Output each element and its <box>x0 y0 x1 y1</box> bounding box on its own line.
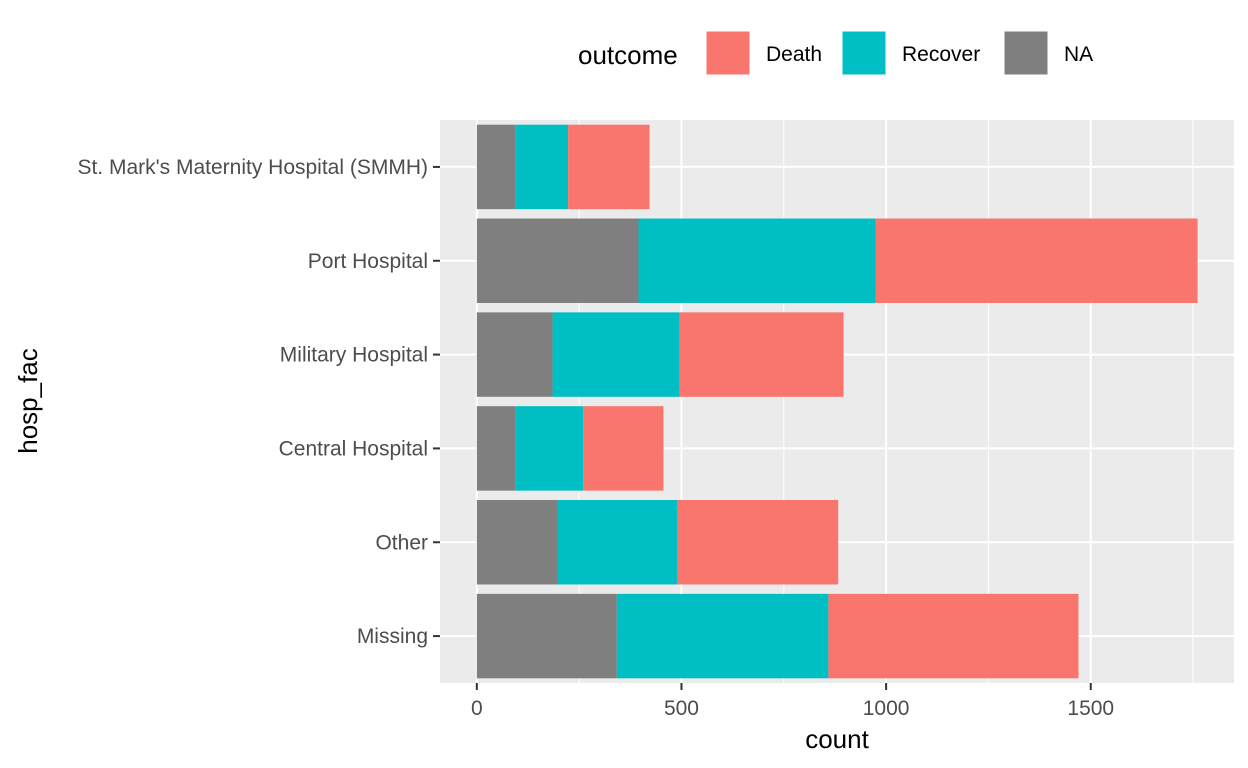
bar-death-military-hospital <box>679 312 844 397</box>
bar-na-missing <box>476 593 617 679</box>
legend-label-death: Death <box>766 43 822 66</box>
x-tick-label: 1500 <box>1067 697 1114 720</box>
bar-recover-st-mark-s-maternity-hospital-smmh <box>515 124 569 210</box>
bar-death-port-hospital <box>875 218 1198 303</box>
x-axis-title: count <box>805 724 869 754</box>
bar-na-military-hospital <box>476 312 553 397</box>
legend: outcome Death Recover NA <box>578 30 1093 76</box>
y-tick-label: St. Mark's Maternity Hospital (SMMH) <box>77 156 428 179</box>
bars <box>476 124 1198 679</box>
y-tick-label: Military Hospital <box>280 344 428 367</box>
legend-key-na <box>1003 30 1049 76</box>
y-tick-label: Other <box>375 531 428 554</box>
bar-recover-central-hospital <box>515 406 584 491</box>
y-tick-label: Central Hospital <box>279 437 428 460</box>
y-tick-label: Missing <box>357 625 428 648</box>
bar-death-st-mark-s-maternity-hospital-smmh <box>568 124 650 210</box>
bar-recover-missing <box>616 593 829 679</box>
plot-panel <box>440 120 1234 683</box>
bar-na-central-hospital <box>476 406 516 491</box>
bar-na-st-mark-s-maternity-hospital-smmh <box>476 124 516 210</box>
bar-death-central-hospital <box>583 406 664 491</box>
legend-label-na: NA <box>1064 43 1093 66</box>
bar-na-other <box>476 500 558 585</box>
bar-death-other <box>677 500 839 585</box>
legend-title: outcome <box>578 40 678 70</box>
x-tick-label: 0 <box>471 697 483 720</box>
y-tick-label: Port Hospital <box>308 250 428 273</box>
bar-recover-other <box>557 500 678 585</box>
bar-recover-port-hospital <box>638 218 876 303</box>
y-axis-ticks: St. Mark's Maternity Hospital (SMMH) Port… <box>77 156 440 648</box>
bar-na-port-hospital <box>476 218 639 303</box>
x-tick-label: 500 <box>664 697 699 720</box>
x-axis-ticks: 0 500 1000 1500 <box>471 683 1114 720</box>
y-axis-title: hosp_fac <box>13 348 43 454</box>
legend-label-recover: Recover <box>902 43 980 66</box>
legend-key-recover <box>841 30 887 76</box>
bar-death-missing <box>828 593 1079 679</box>
bar-recover-military-hospital <box>552 312 680 397</box>
x-tick-label: 1000 <box>863 697 910 720</box>
legend-key-death <box>705 30 751 76</box>
